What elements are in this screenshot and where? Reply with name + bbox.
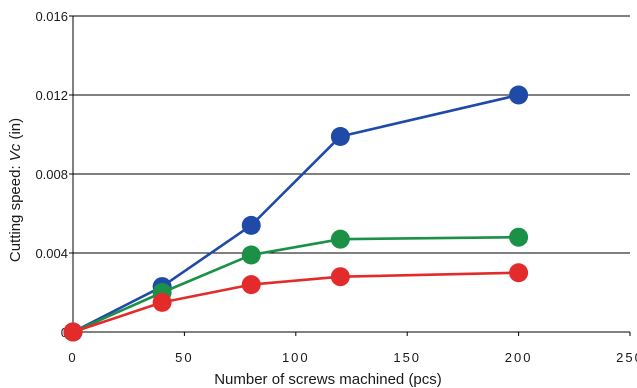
y-tick-label: 0.008 [35,167,68,182]
x-axis-ticks: 0 50 100 150 200 250 [68,332,637,365]
x-tick-label: 200 [505,350,533,365]
series-0 [63,85,529,342]
y-axis-label-prefix: Cutting speed: [7,161,24,262]
x-tick-label: 50 [175,350,193,365]
series-group [63,85,529,342]
y-axis-label-unit: (in) [7,118,24,144]
x-tick-label: 100 [282,350,310,365]
y-axis-label: Cutting speed: Vc (in) [7,118,24,262]
data-point [330,267,350,287]
gridlines [73,15,630,254]
data-point [330,126,350,146]
x-axis-label: Number of screws machined (pcs) [214,371,442,388]
series-line [72,235,519,334]
data-point [509,263,529,283]
series-2 [63,263,529,342]
y-tick-label: 0.004 [35,246,68,261]
series-1 [63,227,529,342]
data-point [152,292,172,312]
y-axis-label-variable: Vc [7,143,24,161]
data-point [509,227,529,247]
data-point [330,229,350,249]
data-point [509,85,529,105]
data-point [241,215,261,235]
data-point [63,322,83,342]
y-tick-label: 0.016 [35,9,68,24]
series-line [72,93,519,334]
x-tick-label: 150 [393,350,421,365]
x-tick-label: 250 [616,350,637,365]
data-point [241,245,261,265]
data-point [241,275,261,295]
y-tick-label: 0.012 [35,88,68,103]
x-tick-label: 0 [68,350,77,365]
